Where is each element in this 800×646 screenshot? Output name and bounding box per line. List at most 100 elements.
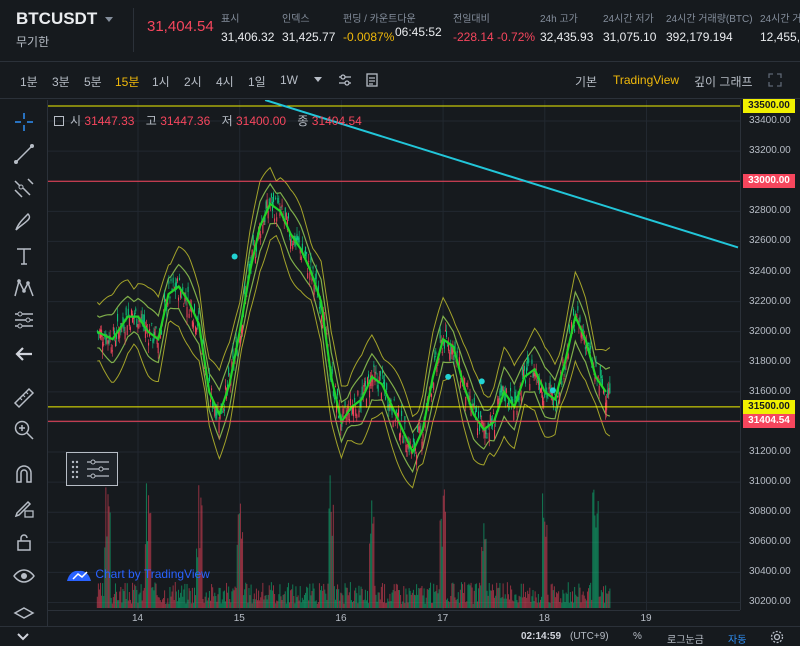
volume-bar — [555, 592, 557, 608]
timeframe-1d[interactable]: 1일 — [248, 75, 266, 89]
trend-line-icon[interactable] — [12, 142, 36, 166]
volume-bar — [447, 598, 449, 608]
magnet-icon[interactable] — [12, 462, 36, 486]
stat-label: 표시 — [221, 14, 240, 25]
layers-icon[interactable] — [12, 604, 36, 628]
indicator-settings-icon[interactable] — [337, 72, 353, 88]
text-tool-icon[interactable] — [12, 244, 36, 268]
pattern-tool-icon[interactable] — [12, 276, 36, 300]
candle-body — [180, 290, 182, 298]
candle-body — [123, 325, 125, 332]
candle-body — [317, 285, 319, 295]
timeframe-5m[interactable]: 5분 — [84, 75, 102, 89]
timezone[interactable]: (UTC+9) — [570, 631, 609, 642]
volume-bar — [381, 583, 383, 608]
candle-body — [488, 432, 490, 442]
volume-bar — [579, 587, 581, 608]
price-chart[interactable] — [48, 100, 740, 610]
auto-scale-toggle[interactable]: 자동 — [728, 635, 747, 646]
timeframe-3m[interactable]: 3분 — [52, 75, 70, 89]
chart-grid — [48, 100, 740, 610]
chevron-down-icon[interactable] — [105, 17, 113, 22]
volume-bar — [360, 586, 362, 608]
open-label: 시 — [70, 114, 82, 128]
candle-body — [163, 310, 165, 312]
volume-bar — [256, 600, 258, 608]
view-basic-tab[interactable]: 기본 — [575, 75, 598, 89]
volume-bar — [127, 600, 129, 608]
volume-bar — [147, 541, 149, 608]
candle-body — [359, 400, 361, 409]
candle-body — [534, 373, 536, 377]
volume-bar — [592, 492, 594, 608]
volume-bar — [301, 597, 303, 608]
timeframe-2h[interactable]: 2시 — [184, 75, 202, 89]
candle-body — [513, 410, 515, 420]
volume-bar — [248, 588, 250, 608]
volume-bar — [389, 593, 391, 608]
chevron-down-icon[interactable] — [16, 631, 30, 643]
volume-bar — [576, 596, 578, 608]
fullscreen-icon[interactable] — [767, 72, 783, 88]
brush-icon[interactable] — [12, 210, 36, 234]
crosshair-icon[interactable] — [12, 110, 36, 134]
candle-body — [522, 369, 524, 380]
candle-body — [584, 346, 586, 350]
eye-icon[interactable] — [12, 564, 36, 588]
candle-body — [135, 308, 137, 312]
candle-body — [244, 284, 246, 295]
lock-icon[interactable] — [12, 530, 36, 554]
candle-body — [124, 332, 126, 340]
time-axis[interactable]: 14 15 16 17 18 19 — [48, 610, 740, 626]
candle-body — [515, 395, 517, 399]
timeframe-1h[interactable]: 1시 — [152, 75, 170, 89]
price-axis[interactable]: 33400.00 33200.00 33000.00 32800.00 32600.00… — [740, 99, 800, 610]
volume-bar — [103, 596, 105, 608]
zoom-in-icon[interactable] — [12, 418, 36, 442]
candle-body — [266, 199, 268, 209]
candle-body — [173, 287, 175, 290]
log-scale-toggle[interactable]: 로그눈금 — [667, 635, 704, 646]
view-depth-tab[interactable]: 깊이 그래프 — [694, 75, 753, 89]
candle-body — [150, 340, 152, 341]
volume-bar — [429, 582, 431, 608]
view-tradingview-tab[interactable]: TradingView — [613, 73, 680, 87]
ruler-icon[interactable] — [12, 386, 36, 410]
symbol-name[interactable]: BTCUSDT — [16, 9, 98, 28]
gear-icon[interactable] — [770, 630, 784, 644]
candle-body — [605, 402, 607, 413]
volume-bar — [385, 603, 387, 608]
percent-toggle[interactable]: % — [633, 631, 642, 642]
candle-body — [337, 388, 339, 396]
volume-bar — [196, 548, 198, 608]
projection-tool-icon[interactable] — [12, 308, 36, 332]
volume-bar — [395, 583, 397, 608]
timeframe-15m[interactable]: 15분 — [115, 75, 140, 89]
back-arrow-icon[interactable] — [12, 342, 36, 366]
volume-bar — [212, 587, 214, 608]
drawing-panel-button[interactable] — [66, 452, 118, 486]
lock-pencil-icon[interactable] — [12, 496, 36, 520]
candle-body — [357, 390, 359, 396]
timeframe-4h[interactable]: 4시 — [216, 75, 234, 89]
indicators-icon[interactable] — [364, 72, 380, 88]
candle-body — [529, 383, 531, 391]
candle-body — [507, 401, 509, 405]
stat-label: 24시간 거래량(BTC) — [666, 14, 753, 25]
volume-bar — [522, 583, 524, 608]
collapse-icon[interactable] — [54, 116, 64, 126]
chart-canvas[interactable] — [48, 100, 740, 610]
candle-body — [469, 395, 471, 403]
volume-bar — [273, 585, 275, 608]
volume-bar — [441, 546, 443, 608]
volume-bar — [426, 589, 428, 608]
volume-bar — [163, 597, 165, 608]
timeframe-1w[interactable]: 1W — [280, 73, 298, 87]
candle-body — [307, 273, 309, 279]
timeframe-1m[interactable]: 1분 — [20, 75, 38, 89]
fib-tool-icon[interactable] — [12, 176, 36, 200]
chevron-down-icon[interactable] — [314, 77, 322, 82]
volume-bar — [327, 583, 329, 608]
candle-body — [533, 368, 535, 377]
candle-body — [485, 428, 487, 435]
